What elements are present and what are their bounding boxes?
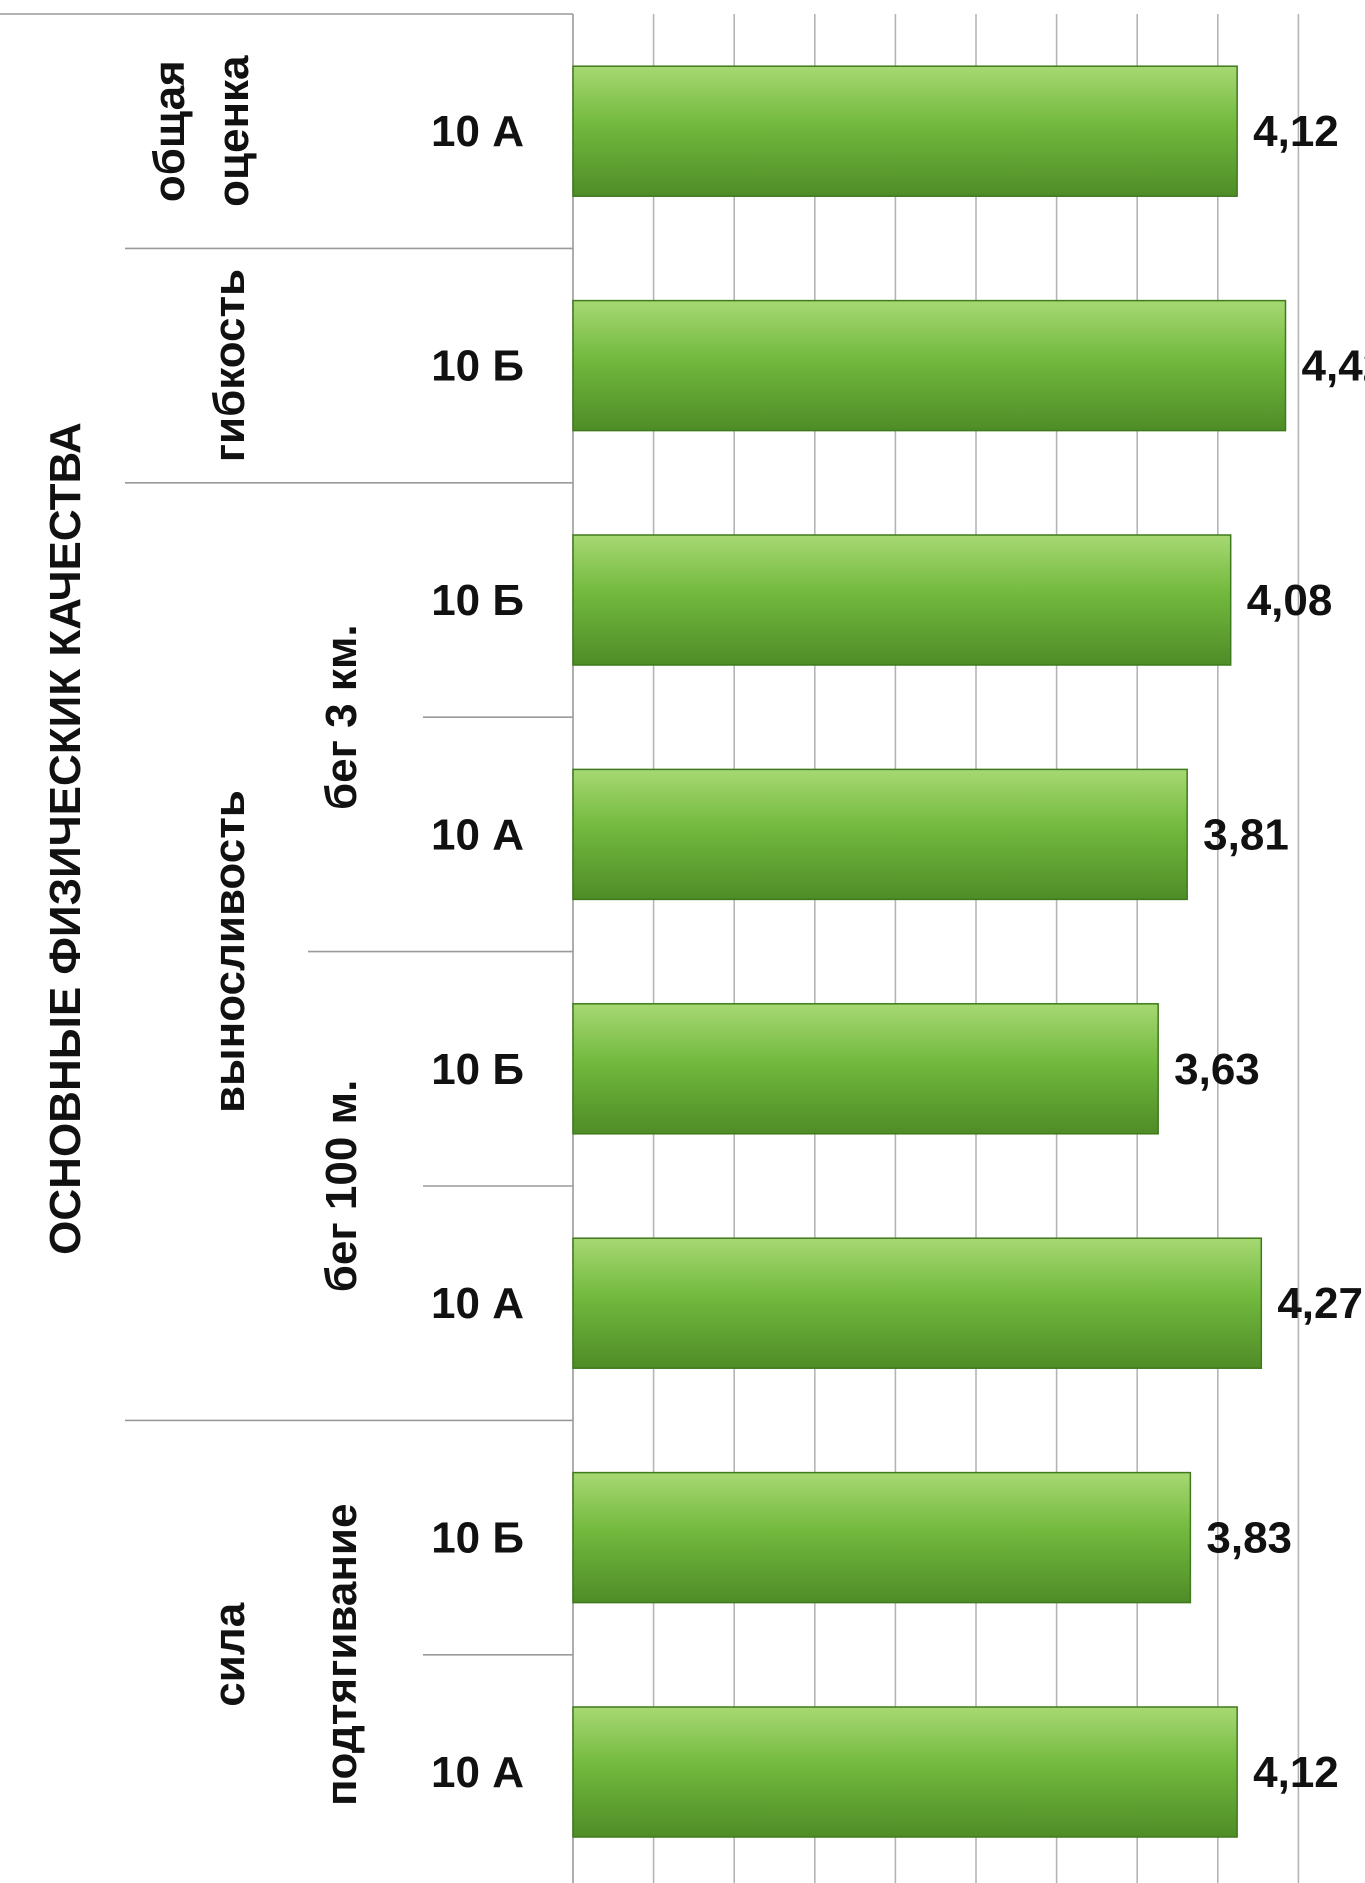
data-label: 4,12	[1253, 1748, 1339, 1797]
bar	[572, 768, 1188, 901]
class-tick-label: 10 Б	[431, 342, 524, 391]
data-label: 4,42	[1302, 342, 1365, 391]
class-tick-label: 10 А	[431, 1279, 524, 1328]
bars	[572, 65, 1287, 1838]
class-tick-label: 10 Б	[431, 1514, 524, 1563]
category-label: выносливость	[205, 790, 254, 1113]
data-label: 4,12	[1253, 107, 1339, 156]
category-label: гибкость	[205, 269, 254, 462]
data-label: 4,27	[1277, 1279, 1363, 1328]
subcategory-label: бег 100 м.	[317, 1080, 366, 1293]
subcategory-label: подтягивание	[317, 1504, 366, 1806]
data-label: 3,81	[1203, 810, 1289, 859]
category-label: общая	[145, 60, 194, 202]
category-label: сила	[205, 1602, 254, 1706]
data-label: 4,08	[1247, 576, 1333, 625]
class-tick-label: 10 А	[431, 1748, 524, 1797]
category-label: оценка	[209, 55, 258, 207]
axis-title: ОСНОВНЫЕ ФИЗИЧЕСКИК КАЧЕСТВА	[41, 422, 90, 1255]
class-tick-label: 10 А	[431, 810, 524, 859]
subcategory-label: бег 3 км.	[317, 624, 366, 810]
class-tick-label: 10 А	[431, 107, 524, 156]
bar	[572, 65, 1238, 197]
bar	[572, 1237, 1263, 1369]
data-label: 3,83	[1206, 1514, 1292, 1563]
bar	[572, 1003, 1159, 1135]
bar	[572, 1706, 1238, 1838]
class-tick-label: 10 Б	[431, 576, 524, 625]
labels: 4,12 10 А 4,42 10 Б 4,08 10 Б 3,81 10 А 3,63 10 Б…	[41, 55, 1365, 1806]
bar	[572, 299, 1287, 432]
bar	[572, 534, 1232, 666]
bar	[572, 1471, 1192, 1604]
data-label: 3,63	[1174, 1045, 1260, 1094]
class-tick-label: 10 Б	[431, 1045, 524, 1094]
